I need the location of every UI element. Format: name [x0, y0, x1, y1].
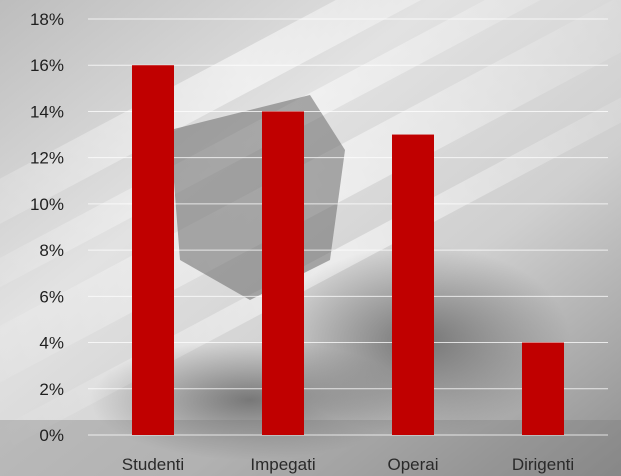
y-tick-label: 8% — [39, 241, 64, 260]
x-category-label: Studenti — [122, 455, 184, 474]
bar-impegati — [262, 111, 304, 435]
bars — [132, 65, 564, 436]
y-tick-label: 16% — [30, 56, 64, 75]
y-tick-label: 12% — [30, 149, 64, 168]
y-tick-label: 14% — [30, 102, 64, 121]
y-tick-label: 2% — [39, 380, 64, 399]
y-tick-label: 4% — [39, 334, 64, 353]
y-tick-label: 6% — [39, 287, 64, 306]
x-category-label: Dirigenti — [512, 455, 574, 474]
bar-operai — [392, 134, 434, 436]
x-axis: Studenti Impegati Operai Dirigenti — [122, 455, 574, 474]
y-tick-label: 18% — [30, 10, 64, 29]
bar-dirigenti — [522, 342, 564, 435]
x-category-label: Operai — [387, 455, 438, 474]
bar-studenti — [132, 65, 174, 435]
y-tick-label: 0% — [39, 426, 64, 445]
y-axis: 0% 2% 4% 6% 8% 10% 12% 14% 16% 18% — [30, 10, 64, 445]
y-tick-label: 10% — [30, 195, 64, 214]
x-category-label: Impegati — [250, 455, 315, 474]
gridlines — [88, 18, 608, 436]
